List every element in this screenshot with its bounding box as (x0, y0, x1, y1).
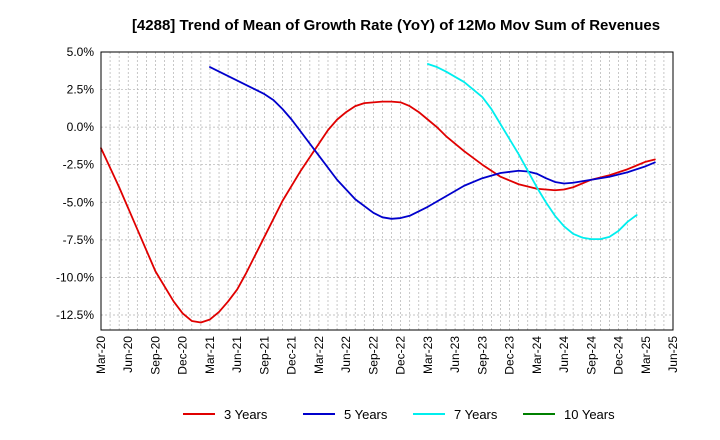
x-tick-label: Dec-24 (612, 336, 626, 375)
axes (100, 51, 674, 331)
x-tick-label: Mar-24 (530, 336, 544, 374)
x-tick-label: Dec-23 (503, 336, 517, 375)
x-tick-label: Jun-21 (230, 336, 244, 373)
y-tick-label: -10.0% (56, 270, 94, 284)
x-tick-label: Dec-20 (176, 336, 190, 375)
x-tick-label: Dec-22 (394, 336, 408, 375)
legend-label: 7 Years (454, 407, 498, 422)
legend-label: 5 Years (344, 407, 388, 422)
y-tick-label: -12.5% (56, 308, 94, 322)
plot-frame (100, 51, 674, 331)
x-tick-label: Mar-20 (94, 336, 108, 374)
chart-title: [4288] Trend of Mean of Growth Rate (YoY… (132, 17, 660, 34)
y-tick-label: 2.5% (67, 83, 95, 97)
x-tick-label: Jun-20 (121, 336, 135, 373)
x-tick-label: Jun-24 (557, 336, 571, 373)
x-tick-label: Jun-23 (448, 336, 462, 373)
x-axis-ticks: Mar-20 Jun-20 Sep-20 Dec-20 Mar-21 Jun-21 Sep-… (94, 336, 680, 375)
series-layer (100, 63, 656, 324)
legend-label: 10 Years (564, 407, 615, 422)
series-line-7-years (426, 63, 638, 240)
x-tick-label: Sep-22 (366, 336, 380, 375)
y-tick-label: -7.5% (63, 233, 95, 247)
x-tick-label: Jun-25 (666, 336, 680, 373)
y-tick-label: -5.0% (63, 195, 95, 209)
x-tick-label: Dec-21 (285, 336, 299, 375)
series-line-5-years (209, 66, 656, 220)
legend: 3 Years 5 Years 7 Years 10 Years (183, 407, 615, 422)
x-tick-label: Mar-21 (203, 336, 217, 374)
x-tick-label: Mar-25 (639, 336, 653, 374)
y-tick-label: 5.0% (67, 45, 95, 59)
y-tick-label: 0.0% (67, 120, 95, 134)
plot-background (101, 52, 673, 330)
y-axis-ticks: 5.0% 2.5% 0.0% -2.5% -5.0% -7.5% -10.0% -12.5% (56, 45, 94, 322)
plot-area (101, 52, 673, 330)
legend-label: 3 Years (224, 407, 268, 422)
grid-lines (101, 51, 673, 330)
x-tick-label: Sep-24 (584, 336, 598, 375)
series-line-3-years (100, 100, 656, 324)
x-tick-label: Sep-23 (475, 336, 489, 375)
x-tick-label: Jun-22 (339, 336, 353, 373)
x-tick-label: Mar-22 (312, 336, 326, 374)
x-tick-label: Mar-23 (421, 336, 435, 374)
y-tick-label: -2.5% (63, 158, 95, 172)
x-tick-label: Sep-21 (257, 336, 271, 375)
x-tick-label: Sep-20 (148, 336, 162, 375)
